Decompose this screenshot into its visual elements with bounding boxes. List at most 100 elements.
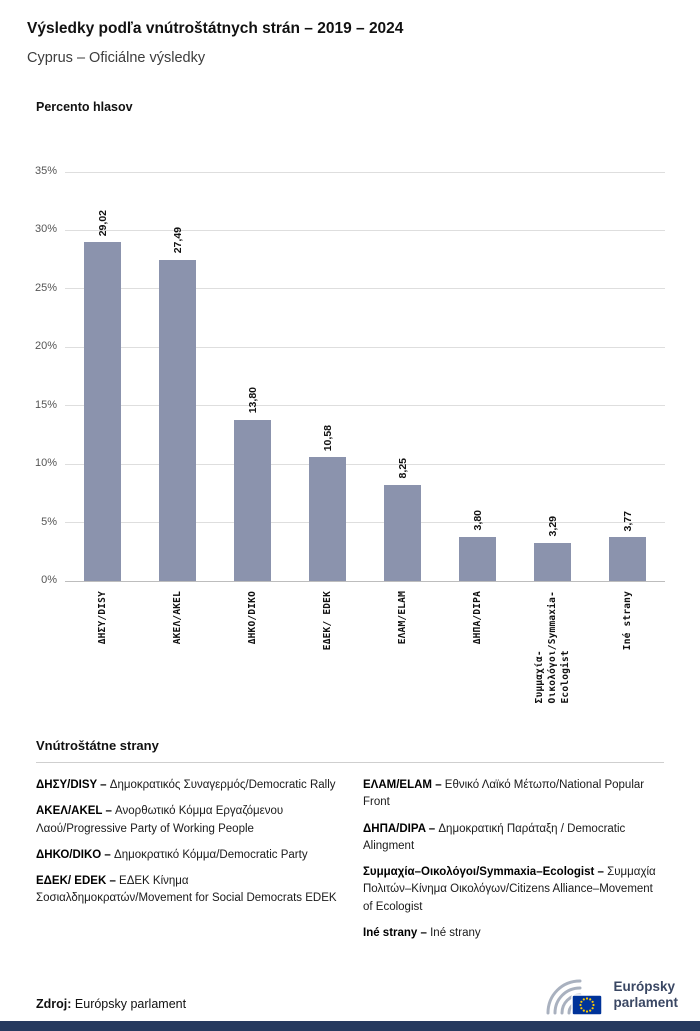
bar-value-label: 8,25: [396, 458, 409, 479]
y-tick-label: 30%: [34, 223, 57, 236]
y-tick-label: 20%: [34, 340, 57, 353]
bar-value-wrap: 8,25: [365, 458, 440, 478]
bar-value-wrap: 3,77: [590, 511, 665, 531]
gridline: [65, 171, 665, 173]
ep-logo-text-line1: Európsky: [613, 979, 675, 995]
legend-term: ΕΛΑΜ/ELAM –: [363, 779, 442, 791]
gridline: [65, 346, 665, 348]
x-label-slot: ΑΚΕΛ/AKEL: [140, 591, 215, 703]
gridline: [65, 463, 665, 465]
page-subtitle: Cyprus – Oficiálne výsledky: [27, 50, 206, 66]
bar-slot: 27,49: [140, 172, 215, 581]
source-label: Zdroj:: [36, 997, 72, 1011]
bottom-bar: [0, 1021, 700, 1031]
bar: [234, 419, 271, 581]
bar: [84, 241, 121, 581]
plot-area: 29,02 27,49 13,80 10,58 8,25 3,80 3,29 3,77: [65, 171, 665, 582]
legend-item: ΕΔΕΚ/ EDEK – ΕΔΕΚ Κίνημα Σοσιαλδημοκρατώ…: [36, 873, 337, 908]
bar-value-wrap: 3,29: [515, 516, 590, 536]
gridline: [65, 229, 665, 231]
x-label-slot: ΕΛΑΜ/ELAM: [365, 591, 440, 703]
x-label-slot: Iné strany: [590, 591, 665, 703]
legend-desc: Συμμαχία Πολιτών–Κίνημα Οικολόγων/Citize…: [363, 866, 656, 913]
legend-item: ΑΚΕΛ/AKEL – Ανορθωτικό Κόμμα Εργαζόμενου…: [36, 803, 337, 838]
legend-item: Iné strany – Iné strany: [363, 925, 664, 942]
bar-value-label: 3,80: [471, 510, 484, 531]
legend-term: ΔΗΠΑ/DIPA –: [363, 822, 436, 835]
legend-desc: Iné strany: [426, 926, 481, 939]
legend-item: ΕΛΑΜ/ELAM – Εθνικό Λαϊκό Μέτωπο/National…: [363, 777, 664, 812]
legend-item: Συμμαχία–Οικολόγοι/Symmaxia–Ecologist – …: [363, 864, 664, 916]
x-label-slot: ΔΗΣΥ/DISY: [65, 591, 140, 703]
legend-desc: Εθνικό Λαϊκό Μέτωπο/National Popular Fro…: [363, 779, 645, 809]
legend-section: Vnútroštátne strany ΔΗΣΥ/DISY – Δημοκρατ…: [36, 738, 664, 951]
bar: [609, 536, 646, 581]
ep-logo-text-line2: parlament: [613, 995, 678, 1010]
ep-logo: Európsky parlament: [542, 973, 678, 1017]
y-tick-label: 5%: [41, 515, 57, 528]
category-label: ΔΗΠΑ/DIPA: [472, 591, 483, 645]
bar-value-wrap: 3,80: [440, 510, 515, 530]
bars-container: 29,02 27,49 13,80 10,58 8,25 3,80 3,29 3,77: [65, 172, 665, 581]
bar-slot: 13,80: [215, 172, 290, 581]
bar-slot: 3,77: [590, 172, 665, 581]
bar: [309, 457, 346, 581]
x-axis: ΔΗΣΥ/DISY ΑΚΕΛ/AKEL ΔΗΚΟ/DIKO ΕΔΕΚ/ EDEK ΕΛΑ…: [65, 591, 665, 703]
category-label: ΕΔΕΚ/ EDEK: [322, 591, 333, 651]
legend-term: Συμμαχία–Οικολόγοι/Symmaxia–Ecologist –: [363, 866, 604, 878]
x-label-slot: ΕΔΕΚ/ EDEK: [290, 591, 365, 703]
legend-term: ΑΚΕΛ/AKEL –: [36, 805, 112, 818]
category-label: ΔΗΣΥ/DISY: [97, 591, 108, 645]
legend-heading: Vnútroštátne strany: [36, 738, 159, 753]
category-label: Συμμαχία- Οικολόγοι/Symmaxia- Ecologist: [534, 591, 571, 704]
gridline: [65, 405, 665, 407]
legend-desc: Δημοκρατική Παράταξη / Democratic Alingm…: [363, 822, 626, 852]
bar-chart: 0% 5% 10% 15% 20% 25% 30% 35% 29,02 27,49 13,80 10…: [0, 165, 700, 712]
legend-term: Iné strany –: [363, 926, 427, 939]
legend-desc: Ανορθωτικό Κόμμα Εργαζόμενου Λαού/Progre…: [36, 805, 284, 835]
y-tick-label: 0%: [41, 574, 57, 586]
ep-logo-mark: [546, 979, 604, 1016]
page-title: Výsledky podľa vnútroštátnych strán – 20…: [27, 20, 404, 37]
category-label: ΑΚΕΛ/AKEL: [172, 591, 183, 645]
x-label-slot: Συμμαχία- Οικολόγοι/Symmaxia- Ecologist: [515, 591, 590, 703]
legend-desc: ΕΔΕΚ Κίνημα Σοσιαλδημοκρατών/Movement fo…: [36, 875, 337, 905]
gridline: [65, 522, 665, 524]
bar: [159, 259, 196, 581]
category-label: ΔΗΚΟ/DIKO: [247, 591, 258, 645]
legend-term: ΔΗΣΥ/DISY –: [36, 779, 107, 791]
legend-desc: Δημοκρατικός Συναγερμός/Democratic Rally: [106, 779, 336, 791]
bar-slot: 8,25: [365, 172, 440, 581]
bar-value-wrap: 10,58: [290, 425, 365, 451]
bar-value-wrap: 27,49: [140, 227, 215, 253]
bar-value-label: 13,80: [246, 387, 259, 414]
legend-item: ΔΗΣΥ/DISY – Δημοκρατικός Συναγερμός/Demo…: [36, 777, 337, 794]
legend-item: ΔΗΚΟ/DIKO – Δημοκρατικό Κόμμα/Democratic…: [36, 847, 337, 864]
bar-slot: 29,02: [65, 172, 140, 581]
y-tick-label: 10%: [34, 457, 57, 470]
legend-term: ΔΗΚΟ/DIKO –: [36, 848, 111, 861]
bar-value-label: 29,02: [96, 209, 109, 236]
legend-column: ΔΗΣΥ/DISY – Δημοκρατικός Συναγερμός/Demo…: [36, 777, 337, 951]
bar-value-label: 27,49: [171, 227, 184, 254]
bar-slot: 3,29: [515, 172, 590, 581]
legend-columns: ΔΗΣΥ/DISY – Δημοκρατικός Συναγερμός/Demo…: [36, 777, 664, 951]
legend-item: ΔΗΠΑ/DIPA – Δημοκρατική Παράταξη / Democ…: [363, 821, 664, 856]
gridline: [65, 288, 665, 290]
source-note: Zdroj: Európsky parlament: [36, 997, 186, 1011]
bar-value-label: 3,29: [546, 516, 559, 537]
chart-title: Percento hlasov: [36, 100, 133, 114]
y-axis: 0% 5% 10% 15% 20% 25% 30% 35%: [0, 165, 57, 586]
bar: [384, 484, 421, 581]
gridline: [65, 580, 665, 582]
bar-slot: 3,80: [440, 172, 515, 581]
y-tick-label: 35%: [34, 165, 57, 177]
legend-column: ΕΛΑΜ/ELAM – Εθνικό Λαϊκό Μέτωπο/National…: [363, 777, 664, 951]
bar-value-label: 3,77: [621, 510, 634, 531]
category-label: Iné strany: [622, 591, 633, 651]
bar-value-wrap: 13,80: [215, 387, 290, 413]
legend-desc: Δημοκρατικό Κόμμα/Democratic Party: [110, 848, 308, 861]
legend-term: ΕΔΕΚ/ EDEK –: [36, 875, 116, 887]
bar: [534, 542, 571, 581]
ep-logo-text: Európsky parlament: [613, 979, 678, 1010]
